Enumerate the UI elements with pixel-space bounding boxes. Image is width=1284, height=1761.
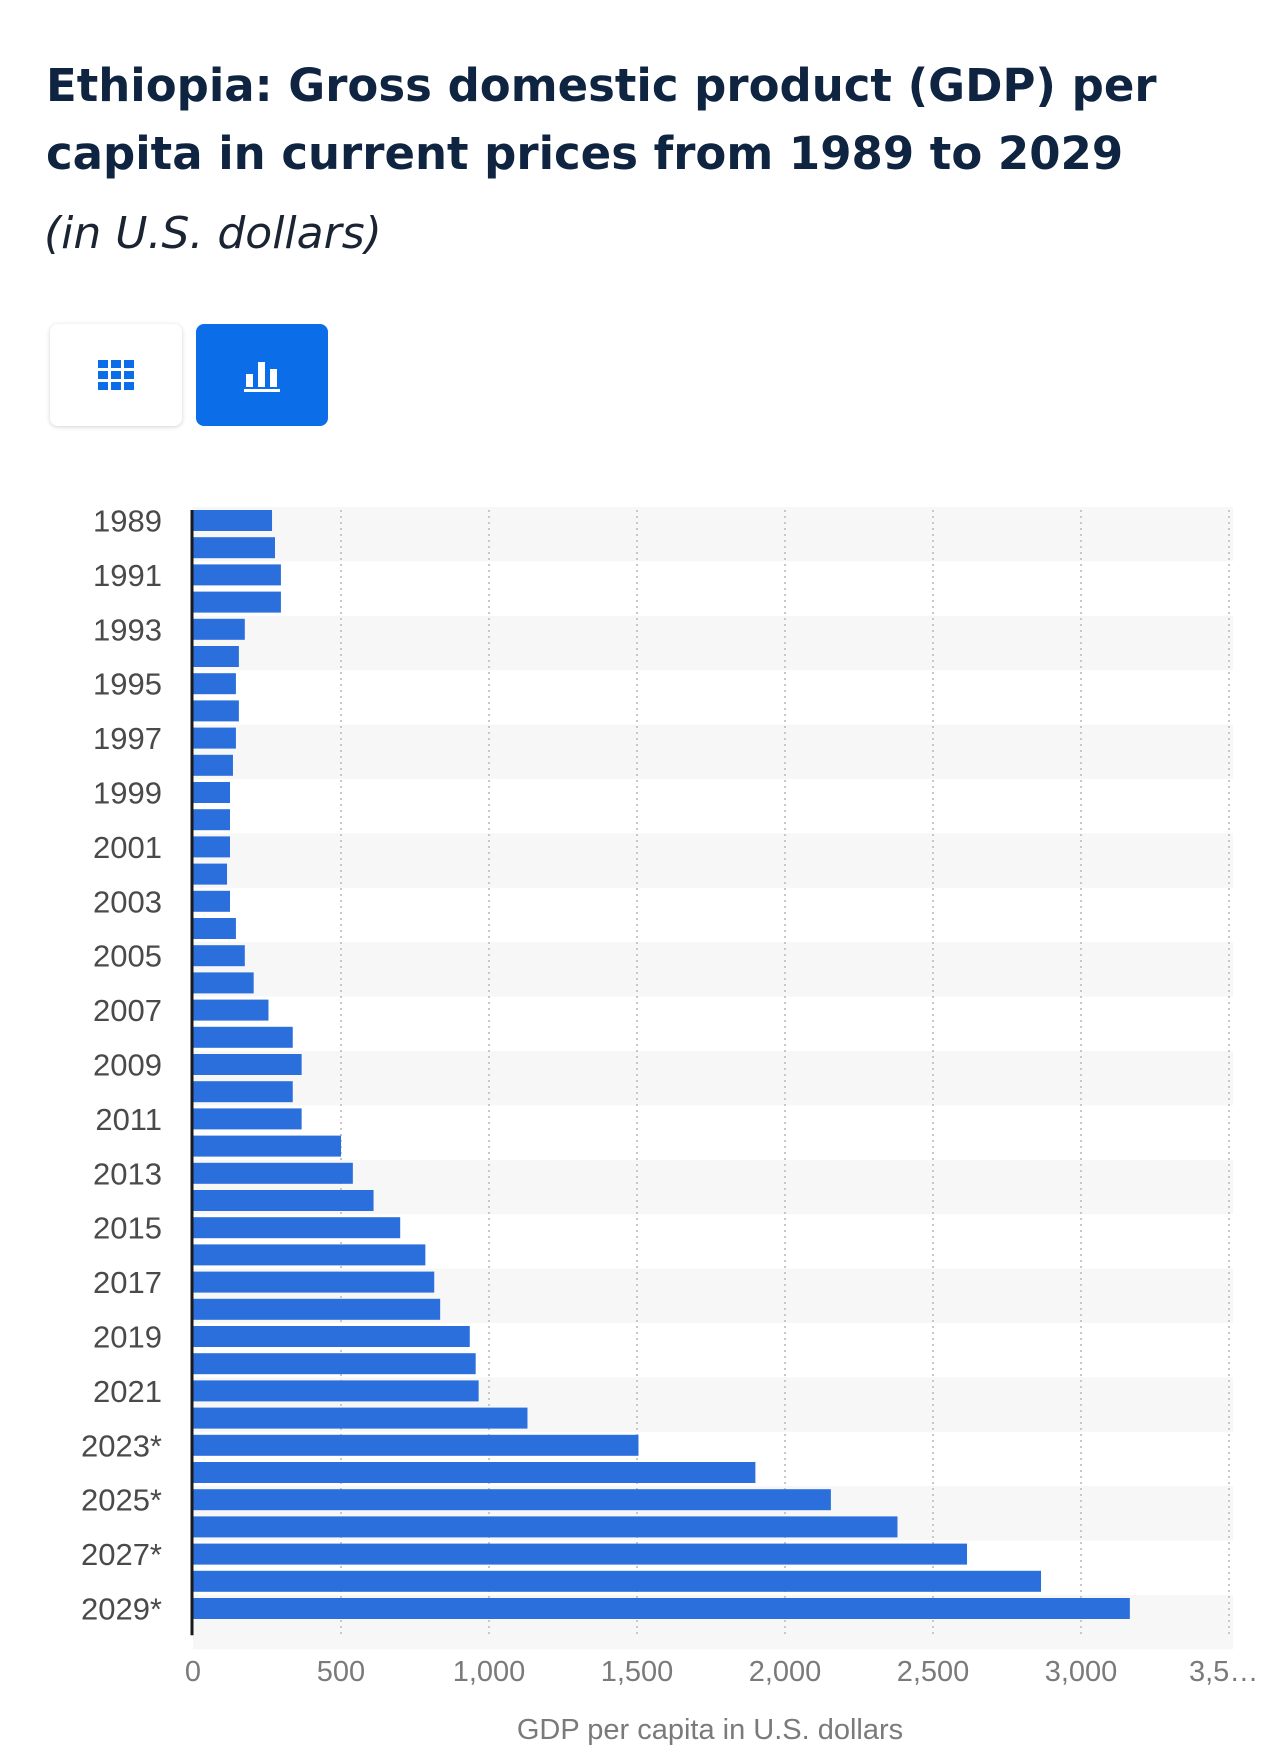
table-view-button[interactable] [50, 324, 182, 426]
chart-subtitle: (in U.S. dollars) [44, 208, 382, 259]
x-tick-label: 2,000 [749, 1656, 822, 1688]
row-band [193, 833, 1233, 888]
y-tick-label: 1991 [93, 558, 162, 593]
bar-1992[interactable] [193, 591, 281, 613]
y-tick-label: 2015 [93, 1211, 162, 1246]
bar-1989[interactable] [193, 510, 273, 531]
y-tick-label: 1997 [93, 721, 162, 756]
bar-1996[interactable] [193, 700, 239, 722]
bars [193, 510, 1130, 1619]
row-band [193, 942, 1233, 997]
bar-2026*[interactable] [193, 1516, 898, 1538]
x-tick-label: 3,000 [1045, 1656, 1118, 1688]
bar-1999[interactable] [193, 782, 230, 803]
bar-2013[interactable] [193, 1162, 353, 1184]
bar-2011[interactable] [193, 1108, 302, 1130]
bar-1997[interactable] [193, 727, 236, 749]
y-tick-label: 2005 [93, 939, 162, 974]
x-tick-label: 3,5… [1189, 1656, 1258, 1688]
bar-2019[interactable] [193, 1326, 470, 1347]
y-tick-label: 1989 [93, 504, 162, 539]
y-tick-label: 2007 [93, 993, 162, 1028]
y-tick-label: 2023* [81, 1428, 162, 1463]
bar-2028*[interactable] [193, 1570, 1042, 1592]
y-tick-label: 2013 [93, 1156, 162, 1191]
bar-2021[interactable] [193, 1380, 479, 1402]
bar-2012[interactable] [193, 1135, 341, 1157]
bar-2016[interactable] [193, 1244, 426, 1266]
y-tick-label: 2027* [81, 1537, 162, 1572]
bar-1990[interactable] [193, 537, 275, 559]
x-tick-label: 1,000 [453, 1656, 526, 1688]
bar-2025*[interactable] [193, 1489, 831, 1511]
bar-2014[interactable] [193, 1190, 374, 1211]
x-axis-title: GDP per capita in U.S. dollars [517, 1714, 903, 1746]
bar-2022[interactable] [193, 1407, 528, 1429]
y-tick-label: 2001 [93, 830, 162, 865]
bar-chart-icon [244, 362, 280, 392]
bar-2023*[interactable] [193, 1434, 639, 1456]
y-tick-label: 2017 [93, 1265, 162, 1300]
bar-2008[interactable] [193, 1026, 293, 1048]
row-band [193, 724, 1233, 779]
bar-2002[interactable] [193, 863, 228, 885]
y-tick-label: 1995 [93, 667, 162, 702]
bar-2010[interactable] [193, 1081, 293, 1103]
x-tick-label: 1,500 [601, 1656, 674, 1688]
row-band [193, 507, 1233, 562]
y-tick-label: 2029* [81, 1592, 162, 1627]
y-tick-label: 2021 [93, 1374, 162, 1409]
y-tick-label: 2025* [81, 1483, 162, 1518]
bar-1993[interactable] [193, 618, 245, 640]
bar-2006[interactable] [193, 972, 254, 994]
chart-title: Ethiopia: Gross domestic product (GDP) p… [46, 59, 1157, 180]
bar-chart: 1989 1991 1993 1995 1997 1999 2001 2003 2005 2007… [81, 504, 1258, 1747]
y-axis-labels: 1989 1991 1993 1995 1997 1999 2001 2003 2005 2007… [81, 504, 162, 1627]
chart-area: 1989 1991 1993 1995 1997 1999 2001 2003 2005 2007… [0, 490, 1284, 1761]
bar-1995[interactable] [193, 673, 236, 695]
y-tick-label: 1999 [93, 776, 162, 811]
row-band [193, 1051, 1233, 1106]
x-tick-label: 500 [317, 1656, 365, 1688]
y-tick-label: 2011 [95, 1102, 162, 1137]
grid-icon [98, 360, 134, 390]
row-band [193, 615, 1233, 671]
bar-1998[interactable] [193, 754, 233, 776]
bar-2004[interactable] [193, 918, 236, 939]
x-tick-label: 0 [185, 1656, 201, 1688]
view-toggle [50, 324, 328, 426]
x-tick-label: 2,500 [897, 1656, 970, 1688]
bar-1994[interactable] [193, 646, 239, 667]
bar-2027*[interactable] [193, 1543, 968, 1565]
bar-2020[interactable] [193, 1353, 476, 1375]
bar-2001[interactable] [193, 836, 230, 858]
chart-view-button[interactable] [196, 324, 328, 426]
bar-2029*[interactable] [193, 1598, 1130, 1619]
bar-2015[interactable] [193, 1217, 401, 1239]
y-tick-label: 2003 [93, 884, 162, 919]
y-tick-label: 2009 [93, 1048, 162, 1083]
bar-2017[interactable] [193, 1271, 435, 1293]
bar-1991[interactable] [193, 564, 281, 586]
y-tick-label: 1993 [93, 612, 162, 647]
y-tick-label: 2019 [93, 1320, 162, 1355]
bar-2007[interactable] [193, 999, 269, 1021]
bar-2005[interactable] [193, 945, 245, 967]
bar-2009[interactable] [193, 1054, 302, 1075]
bar-2018[interactable] [193, 1298, 441, 1320]
x-axis-labels: 0 500 1,000 1,500 2,000 2,500 3,000 3,5… [185, 1656, 1258, 1688]
bar-2003[interactable] [193, 890, 230, 912]
bar-2000[interactable] [193, 809, 230, 831]
bar-2024*[interactable] [193, 1462, 756, 1483]
